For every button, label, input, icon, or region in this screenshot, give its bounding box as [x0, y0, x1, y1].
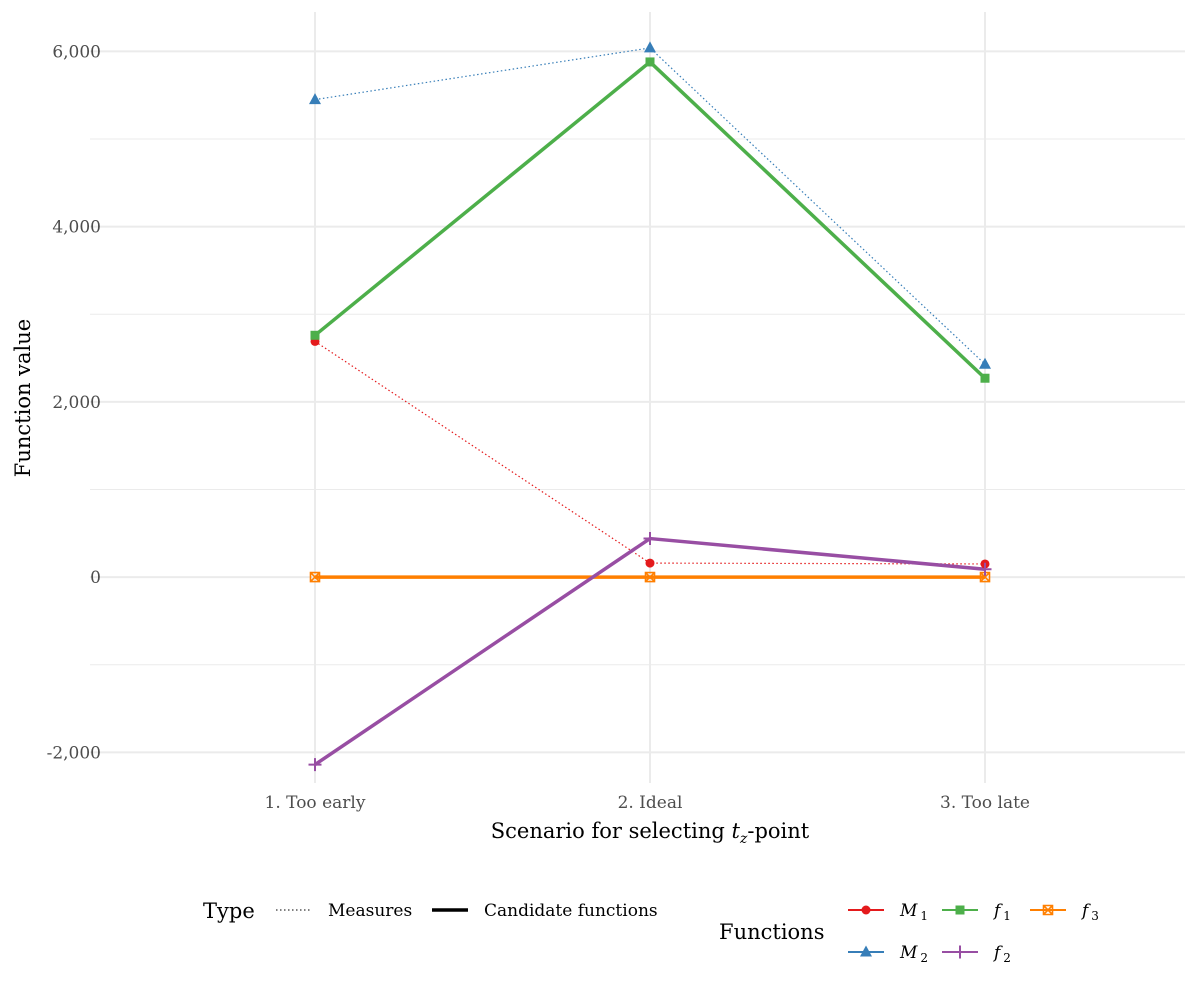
- series-markers: [308, 41, 992, 772]
- point-f2: [643, 532, 657, 546]
- legend-key-marker-M1: [861, 905, 871, 915]
- legend-functions-title: Functions: [719, 920, 824, 944]
- legend-key-marker-f3: [1042, 904, 1054, 916]
- y-axis-title: Function value: [11, 319, 35, 477]
- x-axis-title-prefix: Scenario for selecting: [491, 819, 732, 843]
- point-M1: [645, 558, 655, 568]
- point-f3: [644, 571, 656, 583]
- legend-label-candidate-functions: Candidate functions: [484, 901, 658, 921]
- y-tick-label: 6,000: [52, 42, 101, 62]
- x-axis-title-suffix: -point: [747, 819, 809, 843]
- x-tick-labels: 1. Too early 2. Ideal 3. Too late: [265, 793, 1030, 813]
- point-M2: [644, 41, 656, 53]
- y-tick-label: 0: [90, 568, 101, 588]
- point-f1: [645, 57, 655, 67]
- point-M2: [979, 357, 991, 369]
- x-tick-label: 2. Ideal: [618, 793, 683, 813]
- legend-key-marker-f1: [955, 905, 965, 915]
- x-axis-title-math-sub: z: [739, 831, 748, 847]
- grid-lines: [90, 12, 1185, 783]
- x-tick-label: 1. Too early: [265, 793, 366, 813]
- series-line-M1: [314, 340, 986, 565]
- series-line-M2: [314, 47, 986, 365]
- point-f2: [978, 562, 992, 576]
- point-M2: [309, 93, 321, 105]
- y-tick-label: 4,000: [52, 218, 101, 238]
- y-tick-labels: -2,000 0 2,000 4,000 6,000: [47, 42, 101, 763]
- legend-key-marker-f2: [953, 945, 967, 959]
- legend-type-title: Type: [203, 899, 255, 923]
- legend-functions: Functions M 1 f 1 f 3 M 2 f 2: [719, 901, 1099, 965]
- y-tick-label: 2,000: [52, 393, 101, 413]
- point-f1: [980, 373, 990, 383]
- y-tick-label: -2,000: [47, 743, 101, 763]
- legend-type: Type Measures Candidate functions: [203, 899, 658, 923]
- point-f3: [309, 571, 321, 583]
- point-f3: [979, 571, 991, 583]
- legend-key-marker-M2: [860, 945, 872, 957]
- point-f1: [310, 330, 320, 340]
- x-tick-label: 3. Too late: [940, 793, 1030, 813]
- x-axis-title: Scenario for selecting tz-point: [491, 819, 810, 847]
- x-axis-title-math: t: [732, 819, 741, 843]
- legend-label-measures: Measures: [328, 901, 412, 921]
- point-f2: [308, 758, 322, 772]
